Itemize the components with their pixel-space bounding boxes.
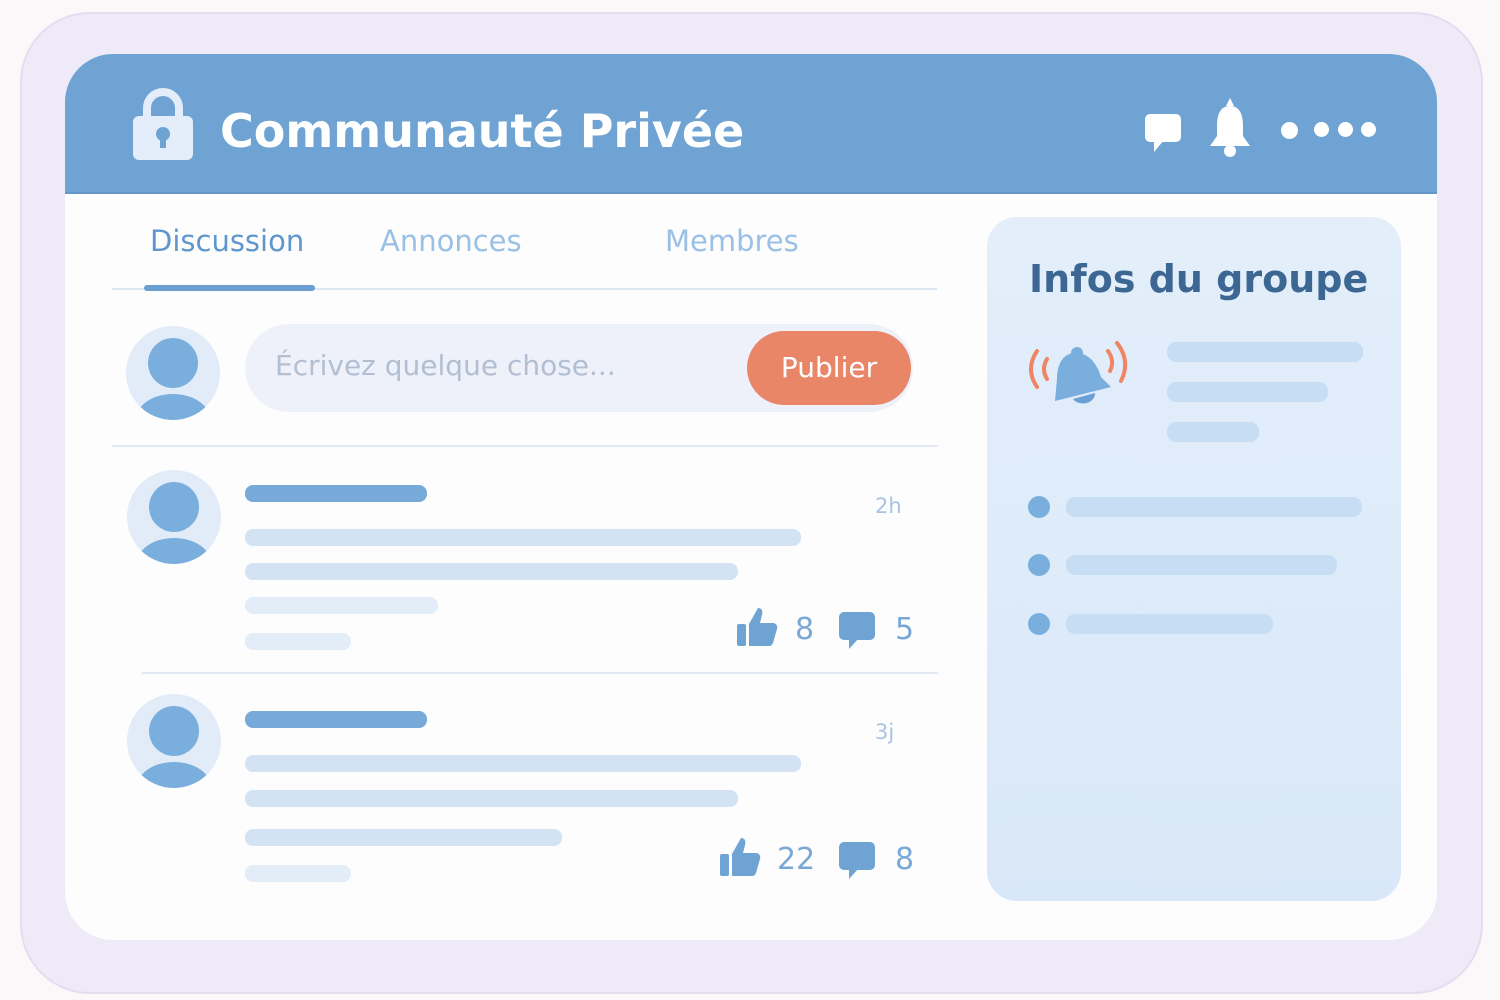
info-line — [1066, 497, 1362, 517]
text-line — [245, 755, 801, 772]
like-count: 22 — [777, 842, 816, 877]
group-info-panel: Infos du groupe — [987, 217, 1401, 901]
text-line — [245, 829, 562, 846]
more-dots-icon[interactable] — [1281, 122, 1376, 139]
chat-icon[interactable] — [1145, 114, 1181, 154]
post-time: 2h — [875, 494, 902, 518]
page-title: Communauté Privée — [220, 104, 745, 158]
bullet — [1028, 496, 1050, 518]
publish-button[interactable]: Publier — [747, 331, 911, 405]
ringing-bell-icon — [1029, 341, 1128, 404]
comment-count: 8 — [895, 842, 915, 877]
lock-icon — [133, 88, 193, 160]
tab-discussion[interactable]: Discussion — [150, 224, 305, 258]
text-line — [245, 865, 351, 882]
info-line — [1167, 422, 1259, 442]
tab-membres[interactable]: Membres — [665, 224, 799, 258]
text-line — [245, 790, 738, 807]
avatar — [126, 326, 220, 420]
bullet — [1028, 554, 1050, 576]
post-input-placeholder: Écrivez quelque chose... — [275, 349, 616, 382]
avatar — [127, 694, 221, 788]
group-info-title: Infos du groupe — [1029, 257, 1369, 301]
info-line — [1167, 382, 1328, 402]
post-author-placeholder — [245, 711, 427, 728]
post-author-placeholder — [245, 485, 427, 502]
bell-icon[interactable] — [1207, 98, 1253, 160]
divider — [142, 672, 938, 674]
divider — [112, 445, 938, 447]
text-line — [245, 529, 801, 546]
info-line — [1066, 614, 1273, 634]
comment-icon[interactable] — [839, 842, 875, 880]
text-line — [245, 563, 738, 580]
comment-count: 5 — [895, 612, 915, 647]
like-icon[interactable] — [720, 836, 762, 878]
text-line — [245, 633, 351, 650]
tab-divider — [112, 288, 937, 290]
active-tab-indicator — [144, 285, 315, 291]
info-line — [1066, 555, 1337, 575]
like-count: 8 — [795, 612, 815, 647]
post-time: 3j — [875, 720, 895, 744]
like-icon[interactable] — [737, 606, 779, 648]
bullet — [1028, 613, 1050, 635]
info-line — [1167, 342, 1363, 362]
comment-icon[interactable] — [839, 612, 875, 650]
text-line — [245, 597, 438, 614]
tab-annonces[interactable]: Annonces — [380, 224, 522, 258]
header: Communauté Privée — [65, 54, 1437, 194]
avatar — [127, 470, 221, 564]
app-window: Communauté Privée Discussion Annonces Me… — [65, 54, 1437, 940]
